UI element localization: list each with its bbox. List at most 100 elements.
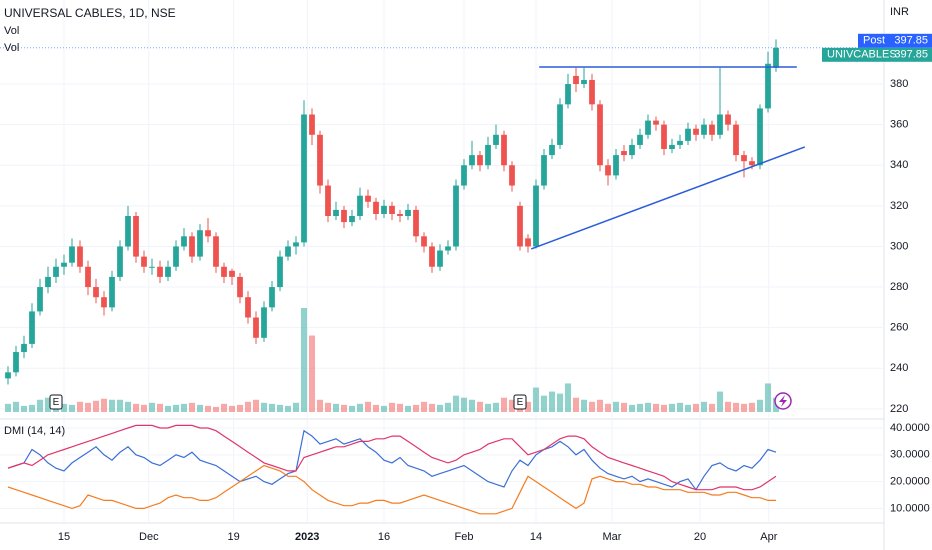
volume-bar: [716, 391, 724, 412]
y-tick-label: 380: [890, 78, 908, 90]
candle-body: [677, 140, 683, 145]
y-tick-label: 30.0000: [890, 449, 930, 461]
candle-body: [381, 205, 387, 214]
volume-bar: [492, 402, 500, 412]
volume-bar: [124, 401, 132, 412]
volume-bar: [420, 401, 428, 412]
candle-body: [69, 246, 75, 263]
candle-body: [13, 352, 19, 373]
volume-bar: [340, 404, 348, 412]
volume-bar: [212, 406, 220, 412]
event-label: E: [517, 397, 524, 408]
candle-body: [397, 213, 403, 217]
volume-bar: [20, 405, 28, 412]
candle-body: [341, 209, 347, 223]
candle-body: [749, 161, 755, 166]
candle-body: [277, 256, 283, 288]
volume-bar: [572, 397, 580, 412]
volume-bar: [604, 403, 612, 412]
candle-body: [149, 266, 155, 268]
volume-bar: [172, 404, 180, 412]
candle-body: [581, 79, 587, 85]
volume-bar: [12, 401, 20, 412]
volume-bar: [84, 402, 92, 412]
y-tick-label: 320: [890, 200, 908, 212]
candle-body: [669, 144, 675, 150]
y-tick-label: 220: [890, 403, 908, 415]
price-tag: [822, 47, 932, 62]
candle-body: [597, 104, 603, 166]
volume-bar: [244, 401, 252, 412]
candle-body: [773, 47, 779, 68]
candle-body: [637, 134, 643, 145]
volume-bar: [260, 402, 268, 412]
candle-body: [77, 246, 83, 267]
x-tick-label: Mar: [603, 531, 622, 543]
candle-body: [653, 120, 659, 125]
candle-body: [525, 238, 531, 247]
candle-body: [253, 317, 259, 338]
event-label: E: [53, 397, 60, 408]
volume-bar: [468, 399, 476, 412]
candle-body: [461, 165, 467, 186]
candle-body: [205, 230, 211, 237]
candle-body: [21, 343, 27, 353]
candle-body: [565, 84, 571, 105]
volume-bar: [548, 391, 556, 412]
volume-bar: [540, 395, 548, 412]
candle-body: [309, 114, 315, 135]
event-marker: [513, 394, 527, 410]
candle-body: [709, 124, 715, 135]
candle-body: [109, 276, 115, 308]
volume-bar: [284, 405, 292, 412]
candle-body: [629, 144, 635, 156]
volume-bar: [580, 399, 588, 412]
volume-bar: [348, 405, 356, 412]
candle-body: [605, 165, 611, 176]
candle-body: [733, 124, 739, 156]
volume-bar: [68, 404, 76, 412]
price-tag-value: 397.85: [894, 49, 928, 61]
volume-bar: [388, 402, 396, 412]
volume-bar: [740, 403, 748, 412]
volume-bar: [372, 404, 380, 412]
candle-body: [325, 185, 331, 217]
volume-bar: [700, 401, 708, 412]
candle-body: [93, 287, 99, 298]
candle-body: [373, 201, 379, 214]
dmi-line: [7, 429, 777, 491]
candle-body: [333, 209, 339, 217]
volume-bar: [596, 399, 604, 412]
candle-body: [573, 75, 579, 85]
candle-body: [485, 144, 491, 166]
volume-bar: [268, 403, 276, 412]
candle-body: [141, 256, 147, 267]
volume-bar: [148, 402, 156, 412]
candle-body: [213, 236, 219, 267]
volume-bar: [108, 399, 116, 412]
volume-bar: [436, 404, 444, 412]
volume-bar: [676, 402, 684, 412]
indicator-label: Vol: [4, 25, 19, 37]
volume-bar: [132, 403, 140, 412]
trendline: [530, 146, 806, 250]
volume-bar: [396, 403, 404, 412]
volume-bar: [732, 402, 740, 412]
candle-body: [157, 266, 163, 277]
candle-body: [245, 297, 251, 318]
volume-bar: [308, 335, 316, 412]
candle-body: [5, 372, 11, 379]
y-tick-label: 360: [890, 119, 908, 131]
volume-bar: [668, 403, 676, 412]
candle-body: [29, 311, 35, 344]
candle-body: [741, 155, 747, 162]
volume-bar: [236, 404, 244, 412]
y-tick-label: 240: [890, 362, 908, 374]
volume-bar: [524, 401, 532, 412]
volume-bar: [76, 401, 84, 412]
volume-bar: [452, 395, 460, 412]
y-tick-label: 20.0000: [890, 476, 930, 488]
volume-bar: [332, 403, 340, 412]
